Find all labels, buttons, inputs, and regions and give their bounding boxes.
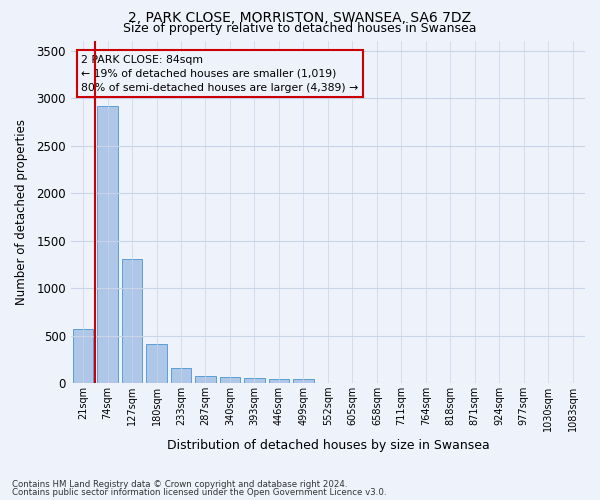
- Bar: [97, 106, 118, 383]
- Bar: [220, 378, 241, 383]
- Bar: [146, 344, 167, 383]
- Bar: [195, 376, 216, 383]
- Y-axis label: Number of detached properties: Number of detached properties: [15, 119, 28, 305]
- Text: Size of property relative to detached houses in Swansea: Size of property relative to detached ho…: [123, 22, 477, 35]
- Text: 2, PARK CLOSE, MORRISTON, SWANSEA, SA6 7DZ: 2, PARK CLOSE, MORRISTON, SWANSEA, SA6 7…: [128, 11, 472, 25]
- Bar: [170, 368, 191, 383]
- Text: 2 PARK CLOSE: 84sqm
← 19% of detached houses are smaller (1,019)
80% of semi-det: 2 PARK CLOSE: 84sqm ← 19% of detached ho…: [81, 54, 358, 92]
- Bar: [269, 379, 289, 383]
- Bar: [293, 379, 314, 383]
- X-axis label: Distribution of detached houses by size in Swansea: Distribution of detached houses by size …: [167, 440, 489, 452]
- Bar: [244, 378, 265, 383]
- Bar: [73, 329, 94, 383]
- Text: Contains HM Land Registry data © Crown copyright and database right 2024.: Contains HM Land Registry data © Crown c…: [12, 480, 347, 489]
- Bar: [122, 258, 142, 383]
- Text: Contains public sector information licensed under the Open Government Licence v3: Contains public sector information licen…: [12, 488, 386, 497]
